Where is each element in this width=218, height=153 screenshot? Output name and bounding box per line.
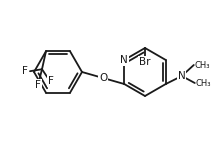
Text: F: F xyxy=(48,76,54,86)
Text: CH₃: CH₃ xyxy=(196,78,211,88)
Text: N: N xyxy=(120,55,128,65)
Text: N: N xyxy=(178,71,186,81)
Text: Br: Br xyxy=(139,57,151,67)
Text: F: F xyxy=(35,80,41,90)
Text: CH₃: CH₃ xyxy=(195,60,210,69)
Text: O: O xyxy=(99,73,107,83)
Text: F: F xyxy=(22,66,28,76)
